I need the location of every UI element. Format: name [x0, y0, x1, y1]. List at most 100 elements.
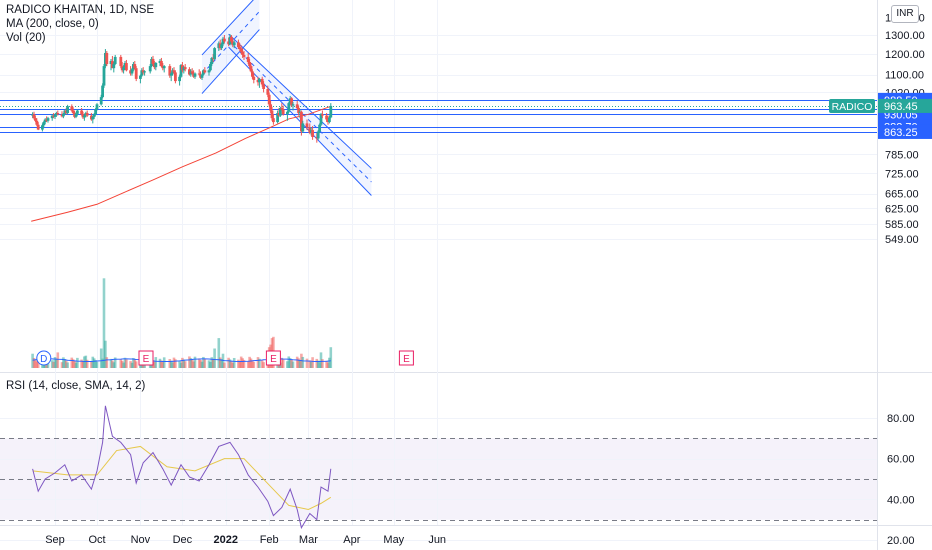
volume-bar — [109, 358, 113, 368]
volume-bar — [291, 361, 295, 368]
volume-bar — [199, 360, 202, 368]
volume-bar — [262, 362, 265, 368]
candle-body — [319, 114, 323, 125]
volume-bar — [298, 360, 302, 368]
volume-bar — [178, 360, 181, 368]
event-label: E — [270, 354, 277, 365]
candle-body — [143, 71, 146, 73]
candle — [203, 67, 207, 74]
candle-body — [316, 131, 320, 139]
candle — [113, 54, 117, 66]
volume-bar — [192, 361, 195, 368]
volume-bar — [288, 358, 292, 368]
volume-bar — [102, 278, 106, 368]
candle — [105, 51, 109, 67]
volume-bar — [316, 360, 320, 368]
volume-bar — [64, 360, 68, 368]
volume-bar — [252, 361, 256, 368]
time-tick-label: May — [383, 534, 404, 546]
candle-body — [262, 84, 265, 89]
price-tick-label: 1200.00 — [885, 49, 925, 61]
candle-body — [83, 115, 86, 118]
currency-badge[interactable]: INR — [891, 5, 919, 23]
volume-bar — [258, 358, 261, 368]
candle — [169, 72, 173, 82]
volume-bar — [162, 357, 166, 368]
candle — [272, 114, 275, 125]
candle — [140, 68, 144, 77]
volume-bar — [290, 359, 293, 368]
volume-bar — [169, 360, 173, 368]
channel-falling-median — [228, 40, 372, 183]
candle-body — [249, 66, 253, 72]
rsi-band-fill — [0, 438, 877, 520]
candle-body — [174, 72, 177, 82]
candle-body — [197, 73, 201, 75]
price-tick-label: 725.00 — [885, 168, 919, 180]
candle-body — [169, 73, 173, 76]
earnings-event-marker[interactable]: E — [138, 350, 154, 366]
volume-bar — [308, 360, 312, 368]
volume-bar — [287, 356, 291, 368]
last-price-badge: 963.45 RADICO — [829, 98, 932, 113]
candle — [305, 119, 309, 131]
rsi-tick-label: 60.00 — [887, 454, 915, 466]
volume-bar — [95, 361, 99, 368]
candle — [316, 130, 320, 140]
volume-bar — [174, 359, 177, 368]
candle-body — [101, 85, 104, 98]
price-tick-label: 1100.00 — [885, 70, 924, 82]
dividend-event-marker[interactable]: D — [36, 350, 52, 366]
candle — [318, 123, 321, 133]
volume-bar — [280, 357, 284, 368]
candle-body — [32, 114, 36, 119]
candle-body — [200, 74, 204, 78]
candle-body — [318, 124, 321, 132]
volume-bar — [50, 360, 54, 368]
volume-bar — [197, 358, 201, 368]
candle — [130, 68, 134, 76]
candle — [162, 65, 166, 73]
volume-bar — [242, 359, 246, 368]
earnings-event-marker[interactable]: E — [265, 350, 281, 366]
candle-body — [309, 130, 313, 133]
candle — [258, 77, 261, 88]
candle — [143, 70, 146, 76]
candle — [287, 101, 291, 114]
volume-bar — [104, 340, 107, 368]
candle-body — [168, 66, 172, 76]
candle — [95, 103, 99, 111]
candle — [311, 126, 314, 140]
candle-body — [92, 114, 96, 117]
volume-bar — [101, 358, 104, 368]
volume-bar — [113, 357, 117, 368]
candle — [125, 59, 128, 72]
time-tick-label: 2022 — [214, 534, 238, 546]
event-label: E — [143, 354, 150, 365]
candle-body — [286, 111, 289, 115]
candle-body — [179, 65, 183, 77]
volume-bar — [112, 362, 116, 368]
candle — [119, 54, 123, 69]
candle — [160, 57, 163, 68]
volume-bar — [228, 359, 232, 368]
candle-body — [266, 88, 270, 95]
volume-bar — [133, 359, 137, 368]
volume-bar — [189, 358, 193, 368]
volume-bar — [81, 361, 85, 368]
event-label: E — [403, 354, 410, 365]
volume-bar — [70, 357, 74, 368]
earnings-event-marker[interactable]: E — [398, 350, 414, 366]
volume-bar — [158, 358, 162, 368]
candle-body — [66, 106, 69, 114]
volume-bar — [315, 358, 319, 368]
candle-body — [113, 56, 117, 65]
volume-bar — [125, 359, 128, 368]
price-level-badge: 863.25 — [878, 124, 932, 139]
volume-bar — [295, 356, 299, 368]
candle-body — [50, 115, 54, 119]
candle — [321, 110, 324, 119]
volume-bar — [239, 356, 243, 368]
volume-bar — [238, 361, 242, 368]
